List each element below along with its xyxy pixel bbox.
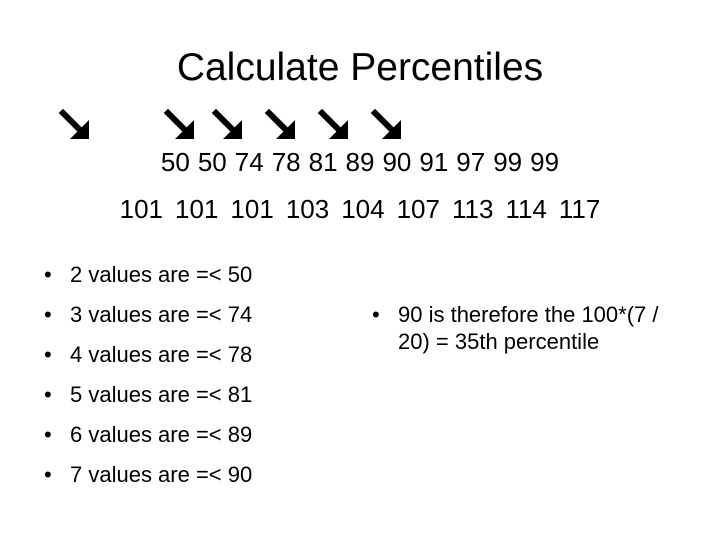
data-value: 74 <box>234 147 264 177</box>
bullet-item: 3 values are =< 74 <box>44 301 334 328</box>
data-value: 113 <box>451 194 494 224</box>
data-value: 89 <box>345 147 375 177</box>
sorted-values-row-2: 101 101 101 103 104 107 113 114 117 <box>0 194 720 224</box>
count-bullet-list: 2 values are =< 50 3 values are =< 74 4 … <box>44 261 334 501</box>
data-value: 107 <box>396 194 440 224</box>
data-value: 90 <box>382 147 412 177</box>
data-value: 114 <box>505 194 547 224</box>
arrow-down-right-icon <box>264 108 295 139</box>
data-value: 103 <box>285 194 330 224</box>
data-value: 117 <box>558 194 601 224</box>
conclusion-bullet-list: 90 is therefore the 100*(7 / 20) = 35th … <box>372 301 672 355</box>
data-value: 50 <box>197 147 227 177</box>
data-value: 101 <box>175 194 219 224</box>
bullet-item: 6 values are =< 89 <box>44 421 334 448</box>
arrow-markers <box>0 108 720 148</box>
arrow-down-right-icon <box>163 108 194 139</box>
data-value: 99 <box>530 147 560 177</box>
arrow-down-right-icon <box>317 108 348 139</box>
data-value: 81 <box>308 147 338 177</box>
bullet-item: 7 values are =< 90 <box>44 461 334 488</box>
arrow-down-right-icon <box>58 108 89 139</box>
data-value: 50 <box>160 147 190 177</box>
bullet-item: 5 values are =< 81 <box>44 381 334 408</box>
data-value: 101 <box>119 194 164 224</box>
sorted-values-row-1: 50 50 74 78 81 89 90 91 97 99 99 <box>0 147 720 177</box>
data-value: 101 <box>230 194 274 224</box>
arrow-down-right-icon <box>211 108 242 139</box>
bullet-item: 4 values are =< 78 <box>44 341 334 368</box>
data-value: 99 <box>493 147 523 177</box>
data-value: 78 <box>271 147 301 177</box>
data-value: 97 <box>456 147 486 177</box>
data-value: 91 <box>419 147 449 177</box>
bullet-item: 2 values are =< 50 <box>44 261 334 288</box>
bullet-item: 90 is therefore the 100*(7 / 20) = 35th … <box>372 301 672 355</box>
data-value: 104 <box>341 194 385 224</box>
slide-title: Calculate Percentiles <box>176 46 544 89</box>
arrow-down-right-icon <box>370 108 401 139</box>
